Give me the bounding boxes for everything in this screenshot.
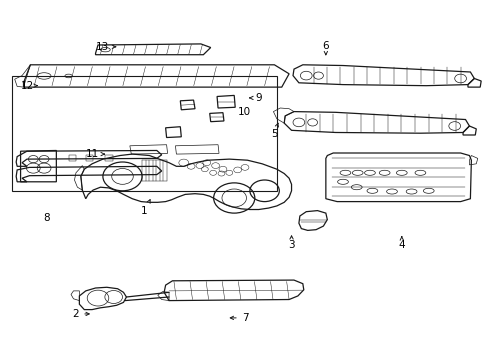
Text: 9: 9 [249,93,262,103]
Text: 10: 10 [238,107,250,117]
Text: 2: 2 [73,309,89,319]
Bar [105,155,113,161]
Text: 4: 4 [398,237,405,250]
Text: 12: 12 [20,81,37,91]
Text: 8: 8 [43,213,50,223]
Text: 6: 6 [322,41,329,55]
Bar [69,155,76,161]
Text: 7: 7 [230,313,248,323]
Bar [86,155,93,161]
Text: 5: 5 [271,123,278,139]
Text: 1: 1 [141,200,150,216]
Text: 13: 13 [96,42,116,52]
Text: 3: 3 [288,236,295,250]
Text: 11: 11 [85,149,104,159]
